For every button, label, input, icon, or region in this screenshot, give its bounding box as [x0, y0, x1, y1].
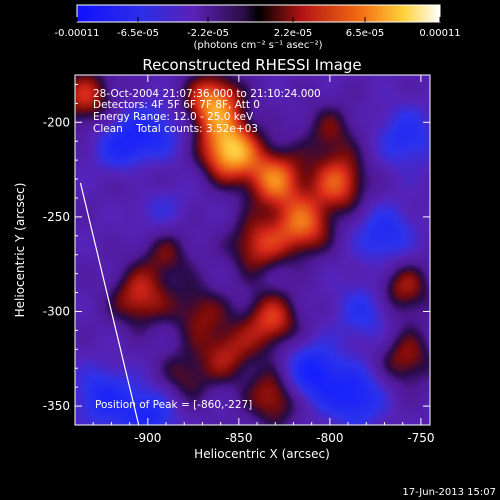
colorbar-frame: [76, 4, 441, 23]
colorbar-tick-label: 6.5e-05: [346, 28, 384, 39]
annotation-clean: Clean Total counts: 3.52e+03: [93, 123, 258, 135]
colorbar-tick-label: -6.5e-05: [117, 28, 159, 39]
x-tick-label: -800: [316, 431, 343, 445]
colorbar-tick-label: 2.2e-05: [274, 28, 312, 39]
y-tick-label: -200: [43, 115, 70, 129]
chart-title: Reconstructed RHESSI Image: [142, 56, 361, 74]
y-tick-label: -350: [43, 399, 70, 413]
colorbar: -0.00011 -6.5e-05 -2.2e-05 2.2e-05 6.5e-05 0.…: [55, 4, 461, 51]
y-tick-label: -250: [43, 210, 70, 224]
annotation-energy: Energy Range: 12.0 - 25.0 keV: [93, 111, 254, 123]
y-axis-label: Heliocentric Y (arcsec): [13, 183, 27, 318]
x-tick-label: -850: [225, 431, 252, 445]
annotation-detectors: Detectors: 4F 5F 6F 7F 8F, Att 0: [93, 99, 260, 111]
colorbar-tick-label: 0.00011: [419, 28, 460, 39]
x-axis-label: Heliocentric X (arcsec): [194, 447, 330, 461]
annotation-block: 28-Oct-2004 21:07:36.000 to 21:10:24.000…: [93, 88, 321, 411]
solar-limb-line: [79, 182, 140, 425]
colorbar-tick-label: -0.00011: [55, 28, 100, 39]
footer-timestamp: 17-Jun-2013 15:07: [402, 487, 496, 498]
x-tick-label: -750: [407, 431, 434, 445]
annotation-peak: Position of Peak = [-860,-227]: [95, 399, 252, 411]
axes: -900 -850 -800 -750 -200 -250 -300 -350: [43, 75, 435, 445]
annotation-time: 28-Oct-2004 21:07:36.000 to 21:10:24.000: [93, 88, 321, 100]
colorbar-unit-label: (photons cm⁻² s⁻¹ asec⁻²): [193, 40, 322, 51]
colorbar-ticks: -0.00011 -6.5e-05 -2.2e-05 2.2e-05 6.5e-05 0.…: [55, 17, 461, 39]
x-tick-label: -900: [134, 431, 161, 445]
y-tick-label: -300: [43, 304, 70, 318]
heatmap-image: [75, 75, 430, 425]
plot-frame: [74, 74, 431, 426]
colorbar-tick-label: -2.2e-05: [187, 28, 229, 39]
colorbar-gradient: [77, 5, 440, 22]
